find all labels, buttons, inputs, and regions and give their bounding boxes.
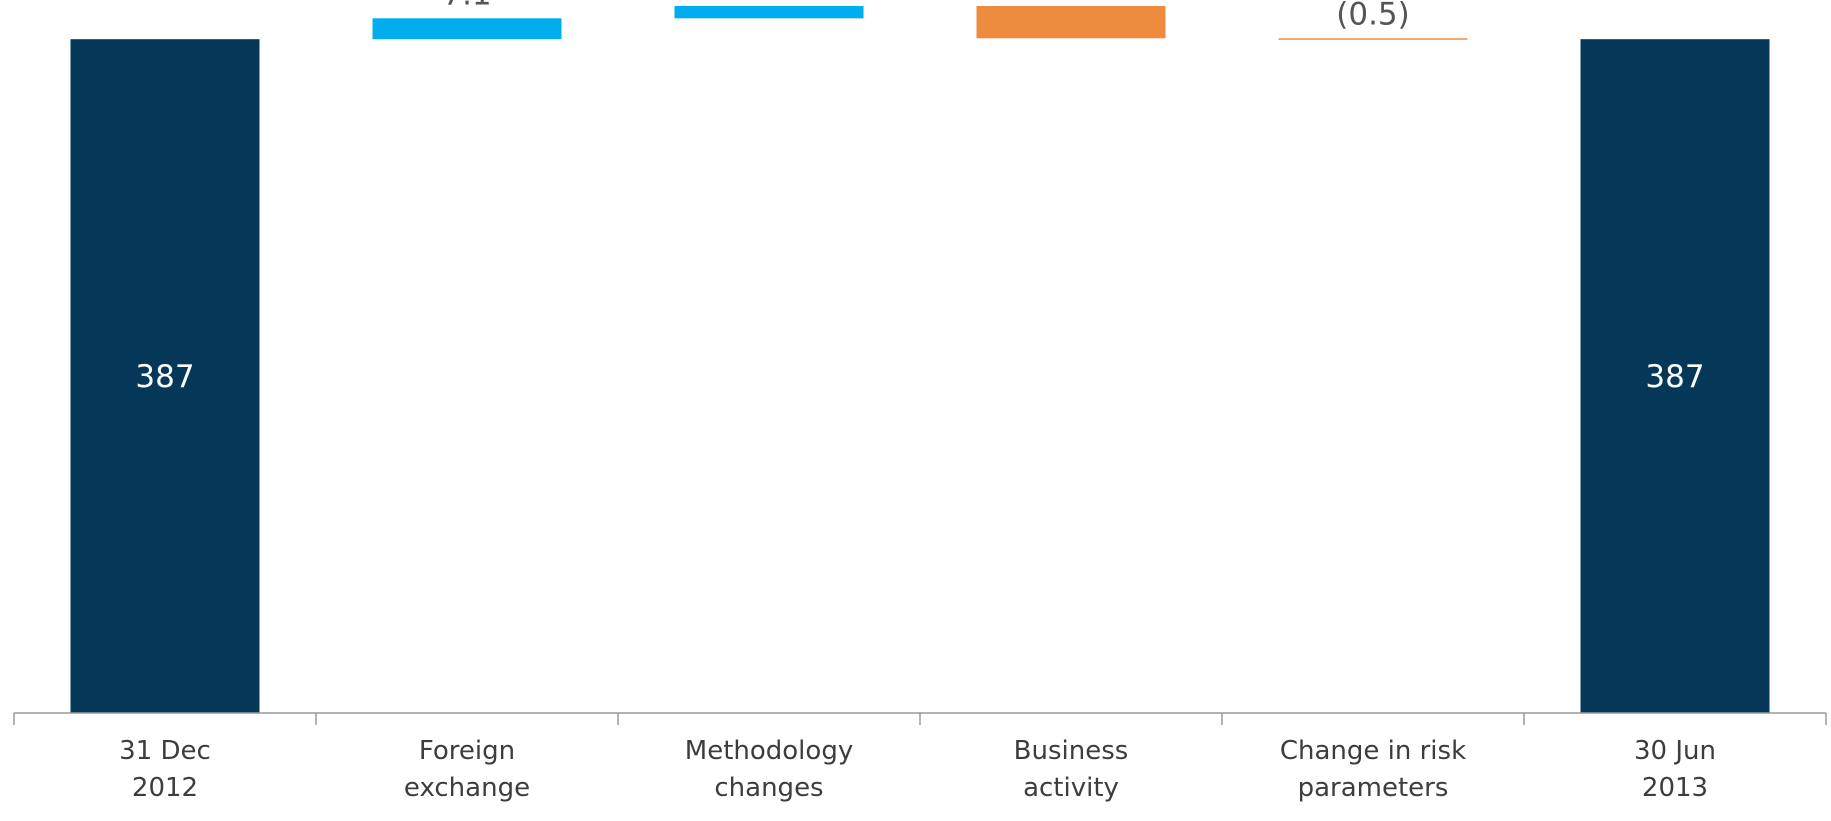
bar-0 bbox=[70, 39, 260, 714]
x-axis bbox=[13, 712, 1827, 725]
bar-value-label-4: (0.5) bbox=[1336, 0, 1410, 32]
bar-5 bbox=[1580, 39, 1770, 714]
bar-2 bbox=[674, 6, 864, 19]
category-label-2-0: Methodology bbox=[685, 736, 853, 766]
bar-1 bbox=[372, 18, 562, 40]
bar-4 bbox=[1278, 38, 1468, 40]
bars-layer bbox=[70, 6, 1770, 714]
category-label-1-1: exchange bbox=[404, 773, 530, 803]
category-label-5-1: 2013 bbox=[1642, 773, 1708, 803]
category-label-0-0: 31 Dec bbox=[119, 736, 211, 766]
category-label-4-0: Change in risk bbox=[1280, 736, 1466, 766]
bar-value-label-1: 7.1 bbox=[442, 0, 491, 12]
category-label-5-0: 30 Jun bbox=[1634, 736, 1716, 766]
bar-value-label-0: 387 bbox=[135, 359, 194, 395]
category-labels-layer: 31 Dec 2012 Foreign exchange Methodology chan… bbox=[119, 736, 1716, 803]
bar-value-label-5: 387 bbox=[1645, 359, 1704, 395]
value-labels-layer: 3877.14.2(11.0)(0.5)387 bbox=[135, 0, 1704, 395]
category-label-1-0: Foreign bbox=[419, 736, 515, 766]
category-label-2-1: changes bbox=[714, 773, 823, 803]
category-label-3-0: Business bbox=[1014, 736, 1129, 766]
category-label-0-1: 2012 bbox=[132, 773, 198, 803]
category-label-3-1: activity bbox=[1023, 773, 1119, 803]
bar-3 bbox=[976, 6, 1166, 39]
category-label-4-1: parameters bbox=[1298, 773, 1449, 803]
